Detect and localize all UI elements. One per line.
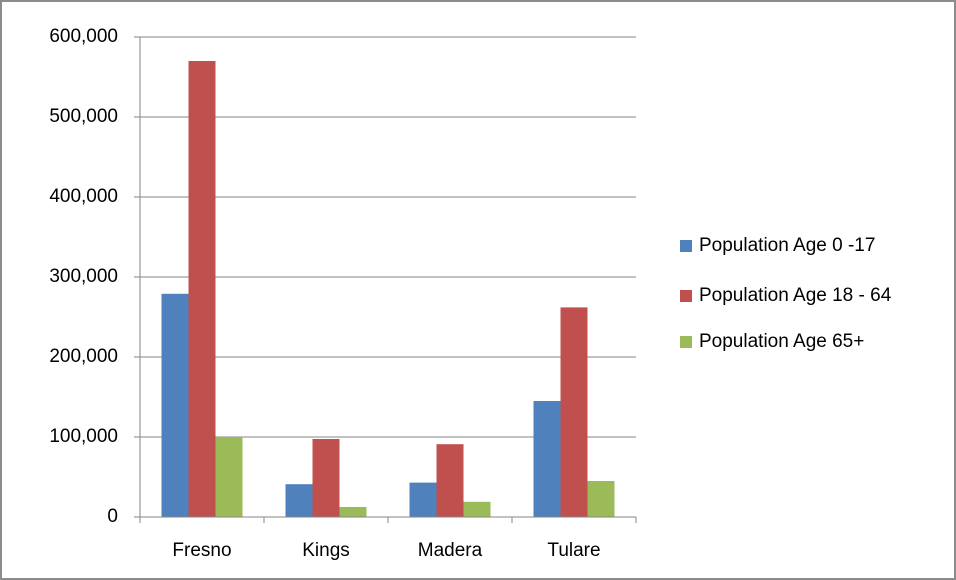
bar <box>339 507 367 517</box>
bar <box>312 439 340 517</box>
bar <box>161 293 189 517</box>
legend-label: Population Age 0 -17 <box>699 235 875 256</box>
bar <box>587 481 615 517</box>
legend-label: Population Age 65+ <box>699 331 864 352</box>
y-tick-label: 200,000 <box>49 346 118 367</box>
legend-swatch <box>680 240 692 252</box>
bar <box>436 444 464 517</box>
bar <box>188 61 216 517</box>
bar <box>285 484 313 517</box>
legend-swatch <box>680 290 692 302</box>
legend-label: Population Age 18 - 64 <box>699 285 892 306</box>
bar <box>463 501 491 517</box>
legend-swatch <box>680 336 692 348</box>
x-tick-label: Madera <box>418 540 483 561</box>
y-tick-label: 400,000 <box>49 186 118 207</box>
x-tick-label: Fresno <box>172 540 231 561</box>
y-tick-label: 600,000 <box>49 26 118 47</box>
y-tick-label: 300,000 <box>49 266 118 287</box>
x-tick-label: Tulare <box>547 540 600 561</box>
x-tick-label: Kings <box>302 540 350 561</box>
bar <box>215 437 243 517</box>
y-tick-label: 100,000 <box>49 426 118 447</box>
bar <box>560 307 588 517</box>
y-tick-label: 0 <box>107 506 118 527</box>
bar <box>409 482 437 517</box>
bar <box>533 401 561 517</box>
y-tick-label: 500,000 <box>49 106 118 127</box>
